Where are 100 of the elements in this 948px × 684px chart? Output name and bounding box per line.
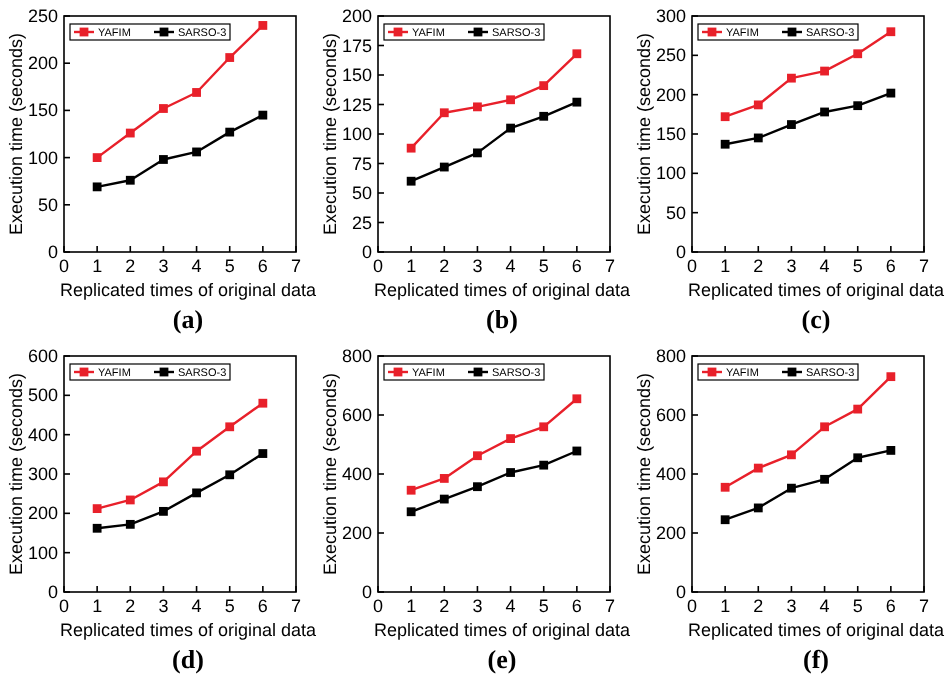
point [92, 504, 102, 514]
x-tick-label: 4 [505, 256, 516, 276]
text: (f) [803, 644, 829, 674]
y-axis-title: Execution time (seconds) [634, 32, 654, 236]
y-tick-label: 50 [351, 183, 372, 203]
point [125, 175, 135, 185]
y-tick-label: 0 [361, 582, 372, 602]
point [92, 182, 102, 192]
point [125, 495, 135, 505]
x-axis-title: Replicated times of original data [373, 620, 631, 640]
x-tick-label: 1 [92, 596, 103, 616]
point [886, 27, 896, 37]
x-tick-label: 7 [290, 596, 302, 616]
y-tick-label: 600 [341, 405, 372, 425]
point [506, 434, 515, 443]
x-axis-title: Replicated times of original data [373, 280, 631, 300]
y-tick-label: 800 [341, 346, 372, 366]
point [225, 470, 235, 480]
point [439, 162, 449, 172]
point [753, 463, 763, 473]
point [539, 422, 549, 432]
x-tick-label: 3 [158, 596, 169, 616]
y-tick-label: 300 [655, 6, 686, 26]
x-tick-label: 7 [290, 256, 302, 276]
x-tick-label: 6 [885, 256, 896, 276]
y-tick-label: 200 [27, 503, 58, 524]
point [820, 66, 829, 76]
point [225, 127, 235, 137]
y-tick-label: 0 [361, 242, 372, 262]
y-tick-label: 100 [27, 542, 58, 563]
point [572, 394, 582, 404]
point [125, 128, 135, 138]
y-tick-label: 0 [675, 242, 686, 262]
point [125, 519, 135, 529]
x-tick-label: 1 [720, 256, 731, 276]
x-tick-label: 5 [852, 256, 863, 276]
text: (d) [172, 644, 204, 674]
x-axis-title: Replicated times of original data [687, 280, 945, 300]
x-tick-label: 3 [472, 256, 483, 276]
x-tick-label: 7 [604, 596, 616, 616]
point [225, 422, 235, 432]
y-axis-title: Execution time (seconds) [6, 32, 26, 236]
point [192, 88, 201, 97]
point [787, 483, 796, 493]
point [506, 95, 515, 105]
point [473, 148, 482, 158]
y-tick-label: 800 [655, 346, 686, 366]
point [572, 49, 582, 59]
point [159, 506, 168, 516]
text: (b) [486, 304, 518, 334]
x-tick-label: 6 [257, 596, 268, 616]
point [720, 112, 730, 122]
point [439, 494, 449, 504]
point [159, 477, 168, 487]
x-tick-label: 1 [406, 596, 417, 616]
y-tick-label: 250 [27, 6, 58, 26]
point [753, 503, 763, 513]
point [787, 120, 796, 129]
x-tick-label: 3 [158, 256, 169, 276]
x-tick-label: 3 [786, 596, 797, 616]
point [473, 482, 482, 492]
y-tick-label: 600 [27, 346, 58, 366]
point [159, 104, 168, 113]
y-tick-label: 75 [351, 153, 372, 174]
y-axis-title: Execution time (seconds) [634, 372, 654, 576]
point [92, 153, 102, 162]
x-tick-label: 5 [538, 256, 549, 276]
x-tick-label: 7 [604, 256, 616, 276]
y-tick-label: 200 [655, 523, 686, 543]
point [258, 449, 268, 458]
point [886, 446, 896, 455]
y-tick-label: 25 [351, 212, 372, 233]
y-tick-label: 100 [655, 163, 686, 184]
point [853, 404, 863, 414]
point [506, 468, 515, 477]
y-tick-label: 150 [655, 124, 686, 144]
y-tick-label: 250 [655, 45, 686, 66]
x-tick-label: 6 [885, 596, 896, 616]
x-tick-label: 5 [224, 256, 235, 276]
point [539, 460, 549, 470]
x-tick-label: 4 [191, 256, 202, 276]
point [225, 53, 235, 62]
point [886, 88, 896, 98]
point [572, 97, 582, 107]
y-tick-label: 100 [341, 124, 372, 144]
point [853, 101, 863, 111]
point [192, 488, 201, 498]
x-tick-label: 6 [571, 256, 582, 276]
y-tick-label: 600 [655, 405, 686, 425]
y-tick-label: 400 [27, 424, 58, 445]
x-tick-label: 4 [819, 256, 830, 276]
y-tick-label: 400 [655, 464, 686, 484]
y-tick-label: 200 [27, 53, 58, 74]
y-tick-label: 200 [655, 84, 686, 105]
y-tick-label: 400 [341, 464, 372, 484]
y-tick-label: 50 [665, 202, 686, 223]
y-tick-label: 500 [27, 385, 58, 406]
x-tick-label: 1 [92, 256, 103, 276]
point [406, 507, 416, 517]
point [720, 515, 730, 525]
